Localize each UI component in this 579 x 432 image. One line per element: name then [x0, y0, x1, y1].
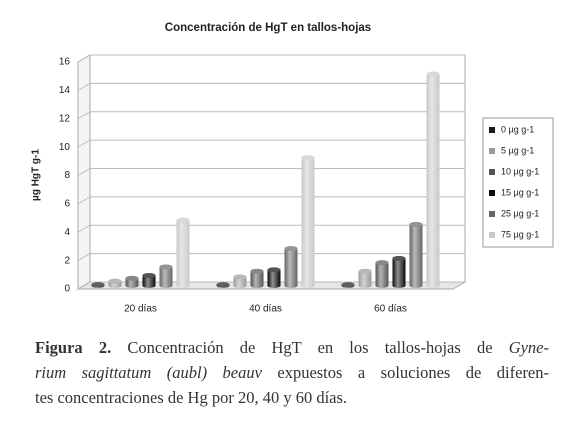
- x-tick-label: 40 días: [249, 304, 282, 315]
- grid-line: [77, 224, 465, 233]
- grid-line: [77, 168, 465, 176]
- bar: [392, 256, 406, 288]
- bar-cap: [216, 282, 230, 288]
- legend-label: 10 µg g-1: [501, 166, 539, 176]
- bar-cap: [301, 155, 315, 161]
- legend-box: [482, 117, 554, 248]
- legend-swatch: [489, 190, 495, 196]
- y-tick-label: 16: [59, 57, 71, 68]
- chart-title: Concentración de HgT en tallos-hojas: [165, 22, 371, 34]
- bar-cap: [392, 256, 406, 262]
- y-tick-label: 12: [59, 113, 71, 124]
- caption-text: tes concentraciones de Hg por 20, 40 y 6…: [35, 388, 348, 407]
- bar: [409, 221, 423, 288]
- bar-cap: [409, 221, 423, 227]
- bar-cap: [284, 246, 298, 252]
- y-tick-label: 14: [59, 85, 71, 96]
- caption-line: tes concentraciones de Hg por 20, 40 y 6…: [35, 385, 549, 410]
- bar: [375, 260, 389, 288]
- grid-line: [77, 111, 465, 120]
- caption-text: expuestos a soluciones de diferen-: [261, 363, 550, 382]
- y-axis-label: µg HgT g-1: [31, 149, 42, 201]
- bar-cap: [250, 268, 264, 274]
- bar-cap: [341, 282, 355, 288]
- legend-label: 75 µg g-1: [501, 229, 539, 239]
- bar: [267, 267, 281, 288]
- y-tick-label: 0: [64, 284, 70, 295]
- legend-swatch: [489, 148, 495, 154]
- legend-label: 5 µg g-1: [501, 145, 534, 155]
- bar: [426, 71, 440, 288]
- bar-cap: [233, 274, 247, 280]
- bar-cap: [108, 278, 122, 284]
- legend-swatch: [489, 127, 495, 133]
- grid-line: [77, 82, 465, 91]
- caption-text: Concentración de HgT en los tallos-hojas…: [111, 338, 509, 357]
- bar-cap: [142, 273, 156, 279]
- caption-text: rium sagittatum (aubl) beauv: [35, 363, 262, 382]
- caption-line: rium sagittatum (aubl) beauv expuestos a…: [35, 360, 549, 385]
- bar: [159, 264, 173, 288]
- caption-line: Figura 2. Concentración de HgT en los ta…: [35, 335, 549, 360]
- x-tick-label: 20 días: [124, 304, 157, 315]
- legend-label: 0 µg g-1: [501, 124, 534, 134]
- caption: Figura 2. Concentración de HgT en los ta…: [35, 335, 549, 410]
- legend-swatch: [489, 211, 495, 217]
- x-tick-label: 60 días: [374, 304, 407, 315]
- bar-cap: [125, 275, 139, 281]
- bar: [358, 268, 372, 288]
- bar-cap: [159, 264, 173, 270]
- grid-line: [77, 54, 465, 63]
- grid-line: [77, 281, 465, 290]
- legend-swatch: [489, 169, 495, 175]
- chart: Concentración de HgT en tallos-hojas µg …: [31, 22, 554, 315]
- bar-cap: [358, 268, 372, 274]
- bar: [301, 155, 315, 288]
- bar: [176, 217, 190, 288]
- y-tick-label: 8: [64, 170, 70, 181]
- legend-label: 25 µg g-1: [501, 208, 539, 218]
- y-tick-label: 4: [64, 227, 70, 238]
- caption-text: Figura 2.: [35, 338, 112, 357]
- y-tick-label: 10: [59, 142, 71, 153]
- grid-line: [77, 196, 465, 205]
- y-tick-label: 6: [64, 199, 70, 210]
- grid-line: [77, 253, 465, 262]
- bar-cap: [375, 260, 389, 266]
- caption-text: Gyne-: [508, 338, 549, 357]
- grid-line: [77, 139, 465, 148]
- bar: [250, 268, 264, 288]
- bar-cap: [426, 71, 440, 77]
- bar-cap: [91, 282, 105, 288]
- legend-label: 15 µg g-1: [501, 187, 539, 197]
- y-tick-label: 2: [64, 255, 70, 266]
- bar-cap: [176, 217, 190, 223]
- bar-cap: [267, 267, 281, 273]
- bar: [284, 246, 298, 288]
- legend-swatch: [489, 232, 495, 238]
